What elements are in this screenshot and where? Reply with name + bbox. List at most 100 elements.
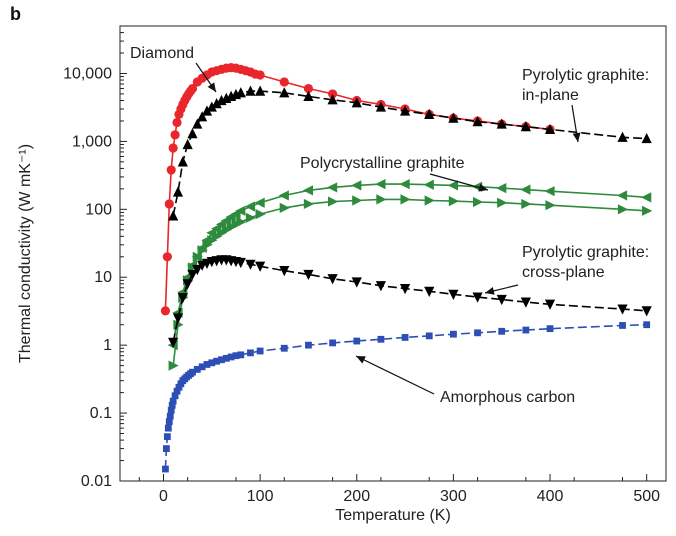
data-point	[198, 363, 206, 371]
y-tick-label: 10	[94, 269, 112, 286]
data-point	[544, 123, 556, 135]
arrowhead-icon	[478, 183, 488, 192]
data-point	[521, 198, 532, 210]
data-point	[279, 77, 289, 87]
data-point	[303, 83, 314, 94]
annotation-arrow	[429, 173, 489, 191]
data-point	[546, 325, 554, 333]
data-point	[168, 360, 179, 371]
data-point	[173, 387, 181, 395]
data-point	[168, 337, 179, 348]
data-point	[227, 353, 235, 361]
data-point	[189, 368, 196, 376]
data-point	[279, 87, 290, 98]
data-point	[447, 180, 458, 191]
y-axis-title: Thermal conductivity (W mK⁻¹)	[17, 144, 34, 363]
data-point	[351, 180, 362, 191]
plot-area	[160, 63, 653, 473]
x-tick-label: 100	[247, 488, 274, 505]
x-tick-label: 0	[159, 488, 168, 505]
data-point	[279, 266, 290, 277]
data-point	[166, 412, 174, 420]
data-point	[472, 116, 483, 127]
data-point	[353, 337, 361, 345]
data-point	[520, 184, 531, 195]
data-point	[245, 85, 256, 96]
annotation-arrow	[355, 355, 435, 395]
data-point	[175, 383, 183, 391]
data-point	[245, 259, 256, 270]
x-tick-label: 500	[633, 488, 660, 505]
annotation-label: Amorphous carbon	[440, 389, 575, 406]
data-point	[424, 108, 435, 119]
data-point	[244, 201, 256, 212]
data-point	[222, 354, 230, 362]
data-point	[166, 165, 176, 175]
data-point	[280, 344, 288, 352]
series-line	[172, 198, 647, 366]
data-point	[164, 199, 174, 209]
data-point	[160, 306, 171, 316]
data-point	[206, 101, 217, 112]
data-point	[619, 322, 626, 329]
data-point	[617, 131, 628, 142]
arrowhead-icon	[207, 82, 216, 92]
panel-label: b	[10, 4, 21, 24]
y-axis: 0.01 0.1 1 10 100 1,000 10,000	[63, 25, 127, 490]
data-point	[245, 212, 257, 223]
series-0	[160, 63, 555, 316]
annotation-label: Pyrolytic graphite: cross-plane	[522, 244, 649, 281]
data-point	[327, 274, 338, 285]
data-point	[218, 356, 225, 364]
x-axis: 0 100 200 300 400 500	[138, 474, 660, 505]
data-point	[165, 418, 173, 425]
data-point	[641, 306, 652, 317]
data-point	[235, 205, 246, 216]
data-point	[201, 105, 213, 116]
data-point	[255, 70, 265, 80]
y-tick-label: 100	[85, 201, 112, 218]
series-3	[168, 194, 653, 371]
data-point	[187, 83, 198, 94]
data-point	[197, 245, 208, 256]
data-point	[303, 198, 315, 210]
series-4	[168, 255, 652, 348]
data-point	[424, 195, 435, 206]
data-point	[162, 445, 170, 452]
data-point	[375, 101, 387, 112]
data-point	[192, 118, 203, 129]
data-point	[643, 321, 651, 329]
data-point	[213, 357, 221, 365]
annotation-label: Polycrystalline graphite	[300, 155, 465, 172]
data-point	[164, 424, 172, 432]
data-point	[545, 200, 556, 211]
data-point	[177, 293, 188, 304]
data-point	[520, 297, 531, 308]
data-point	[472, 292, 483, 303]
data-point	[255, 85, 266, 96]
arrowhead-icon	[485, 286, 495, 295]
data-point	[377, 335, 385, 343]
data-point	[448, 112, 459, 123]
data-point	[254, 197, 265, 208]
data-point	[211, 98, 222, 109]
data-point	[376, 194, 387, 205]
data-point	[193, 365, 201, 373]
data-point	[192, 264, 203, 276]
data-point	[522, 326, 530, 334]
data-point	[472, 196, 484, 208]
annotation-label: Diamond	[130, 45, 194, 62]
series-5	[162, 321, 651, 473]
data-point	[399, 284, 411, 295]
data-point	[162, 465, 169, 473]
data-point	[401, 334, 409, 341]
data-point	[327, 182, 338, 193]
data-point	[172, 186, 184, 197]
data-point	[203, 361, 211, 368]
data-point	[496, 118, 507, 129]
data-point	[424, 286, 435, 297]
data-point	[497, 197, 508, 208]
data-point	[400, 194, 411, 205]
data-point	[197, 111, 208, 122]
data-point	[616, 190, 628, 201]
